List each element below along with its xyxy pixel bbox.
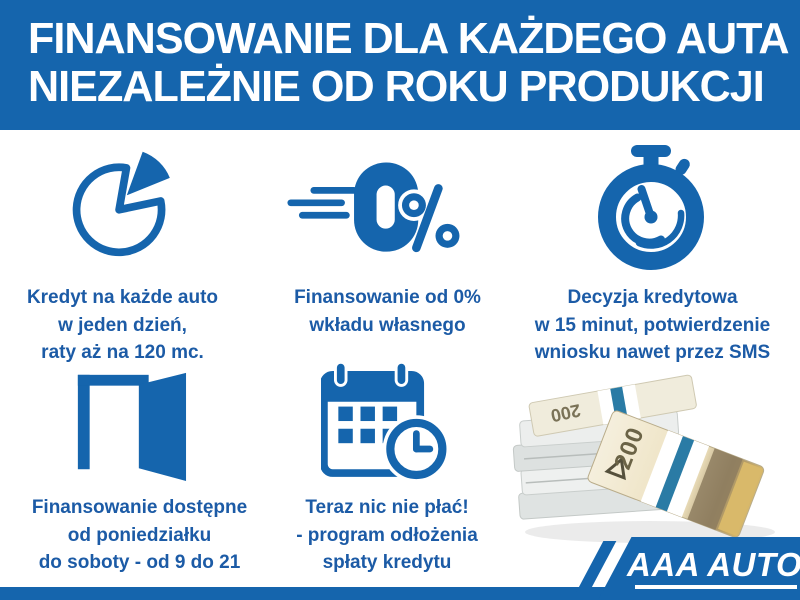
caption-line: do soboty - od 9 do 21 xyxy=(38,552,241,573)
logo-text: AAA AUTO xyxy=(627,546,800,583)
caption-line: Teraz nic nie płać! xyxy=(305,497,469,518)
zero-percent-icon xyxy=(287,162,460,253)
money-stacks-image: 200 200 xyxy=(512,374,775,543)
caption-line: wkładu własnego xyxy=(309,314,466,336)
caption-line: Decyzja kredytowa xyxy=(567,287,738,308)
open-door-icon xyxy=(77,372,187,482)
caption-line: Kredyt na każde auto xyxy=(26,287,219,308)
caption-line: Finansowanie od 0% xyxy=(294,287,481,308)
logo-underline xyxy=(635,585,797,589)
caption-line: w 15 minut, potwierdzenie xyxy=(534,314,771,336)
caption-line: wniosku nawet przez SMS xyxy=(534,342,771,363)
caption-line: - program odłożenia xyxy=(296,524,478,546)
caption-line: od poniedziałku xyxy=(67,524,212,546)
stopwatch-icon xyxy=(598,145,704,270)
header-title-line1: FINANSOWANIE DLA KAŻDEGO AUTA xyxy=(28,14,789,63)
feature-caption-credit: Kredyt na każde auto w jeden dzień, raty… xyxy=(10,284,235,367)
aaa-auto-logo: AAA AUTO xyxy=(565,537,800,600)
header-banner: FINANSOWANIE DLA KAŻDEGO AUTA NIEZALEŻNI… xyxy=(0,0,800,130)
pie-chart-icon xyxy=(72,151,170,257)
caption-line: raty aż na 120 mc. xyxy=(41,342,204,363)
caption-line: spłaty kredytu xyxy=(322,552,452,573)
caption-line: w jeden dzień, xyxy=(58,314,187,336)
feature-caption-deferred-payment: Teraz nic nie płać! - program odłożenia … xyxy=(272,494,502,577)
calendar-clock-icon xyxy=(321,360,451,483)
header-title-line2: NIEZALEŻNIE OD ROKU PRODUKCJI xyxy=(28,62,765,111)
feature-caption-decision: Decyzja kredytowa w 15 minut, potwierdze… xyxy=(520,284,785,367)
caption-line: Finansowanie dostępne xyxy=(31,497,248,518)
feature-caption-zero-percent: Finansowanie od 0% wkładu własnego xyxy=(270,284,505,339)
feature-caption-availability: Finansowanie dostępne od poniedziałku do… xyxy=(22,494,257,577)
